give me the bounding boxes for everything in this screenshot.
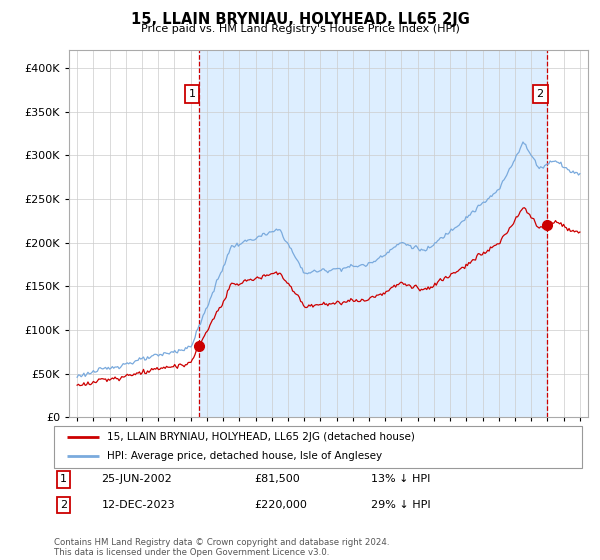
Text: 1: 1 (60, 474, 67, 484)
Text: 13% ↓ HPI: 13% ↓ HPI (371, 474, 430, 484)
Text: 1: 1 (188, 89, 196, 99)
Text: 2: 2 (60, 500, 67, 510)
Text: 15, LLAIN BRYNIAU, HOLYHEAD, LL65 2JG (detached house): 15, LLAIN BRYNIAU, HOLYHEAD, LL65 2JG (d… (107, 432, 415, 442)
Text: 12-DEC-2023: 12-DEC-2023 (101, 500, 175, 510)
Text: 2: 2 (536, 89, 544, 99)
Text: HPI: Average price, detached house, Isle of Anglesey: HPI: Average price, detached house, Isle… (107, 451, 382, 461)
Text: 25-JUN-2002: 25-JUN-2002 (101, 474, 172, 484)
FancyBboxPatch shape (54, 426, 582, 468)
Text: £81,500: £81,500 (254, 474, 301, 484)
Text: 29% ↓ HPI: 29% ↓ HPI (371, 500, 430, 510)
Bar (199, 50, 547, 417)
Text: Price paid vs. HM Land Registry's House Price Index (HPI): Price paid vs. HM Land Registry's House … (140, 24, 460, 34)
Text: £220,000: £220,000 (254, 500, 308, 510)
Text: Contains HM Land Registry data © Crown copyright and database right 2024.
This d: Contains HM Land Registry data © Crown c… (54, 538, 389, 557)
Text: 15, LLAIN BRYNIAU, HOLYHEAD, LL65 2JG: 15, LLAIN BRYNIAU, HOLYHEAD, LL65 2JG (131, 12, 469, 27)
